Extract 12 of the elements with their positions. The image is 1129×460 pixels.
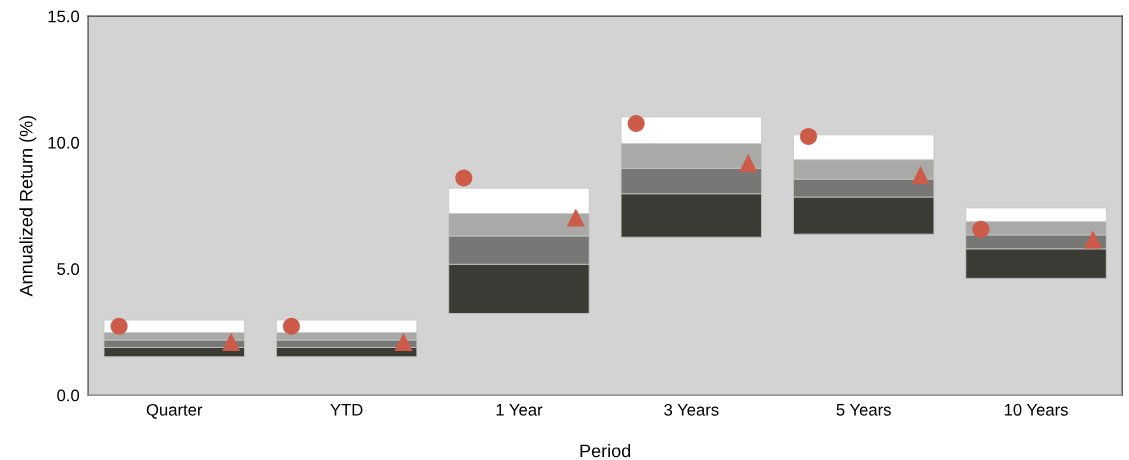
y-tick-label: 0.0: [57, 389, 80, 402]
x-tick-label: 1 Year: [496, 404, 543, 416]
x-tick-label: 3 Years: [664, 403, 719, 416]
y-tick-label: 10.0: [48, 136, 80, 149]
y-tick-label: 15.0: [48, 10, 80, 23]
x-tick-label: 10 Years: [1004, 403, 1068, 416]
y-tick-label: 5.0: [57, 263, 80, 275]
y-axis-title: Annualized Return (%): [19, 115, 37, 297]
x-axis-title: Period: [580, 444, 631, 458]
x-tick-label: Quarter: [146, 403, 203, 419]
x-tick-label: 5 Years: [836, 404, 891, 416]
x-tick-label: YTD: [330, 404, 363, 416]
